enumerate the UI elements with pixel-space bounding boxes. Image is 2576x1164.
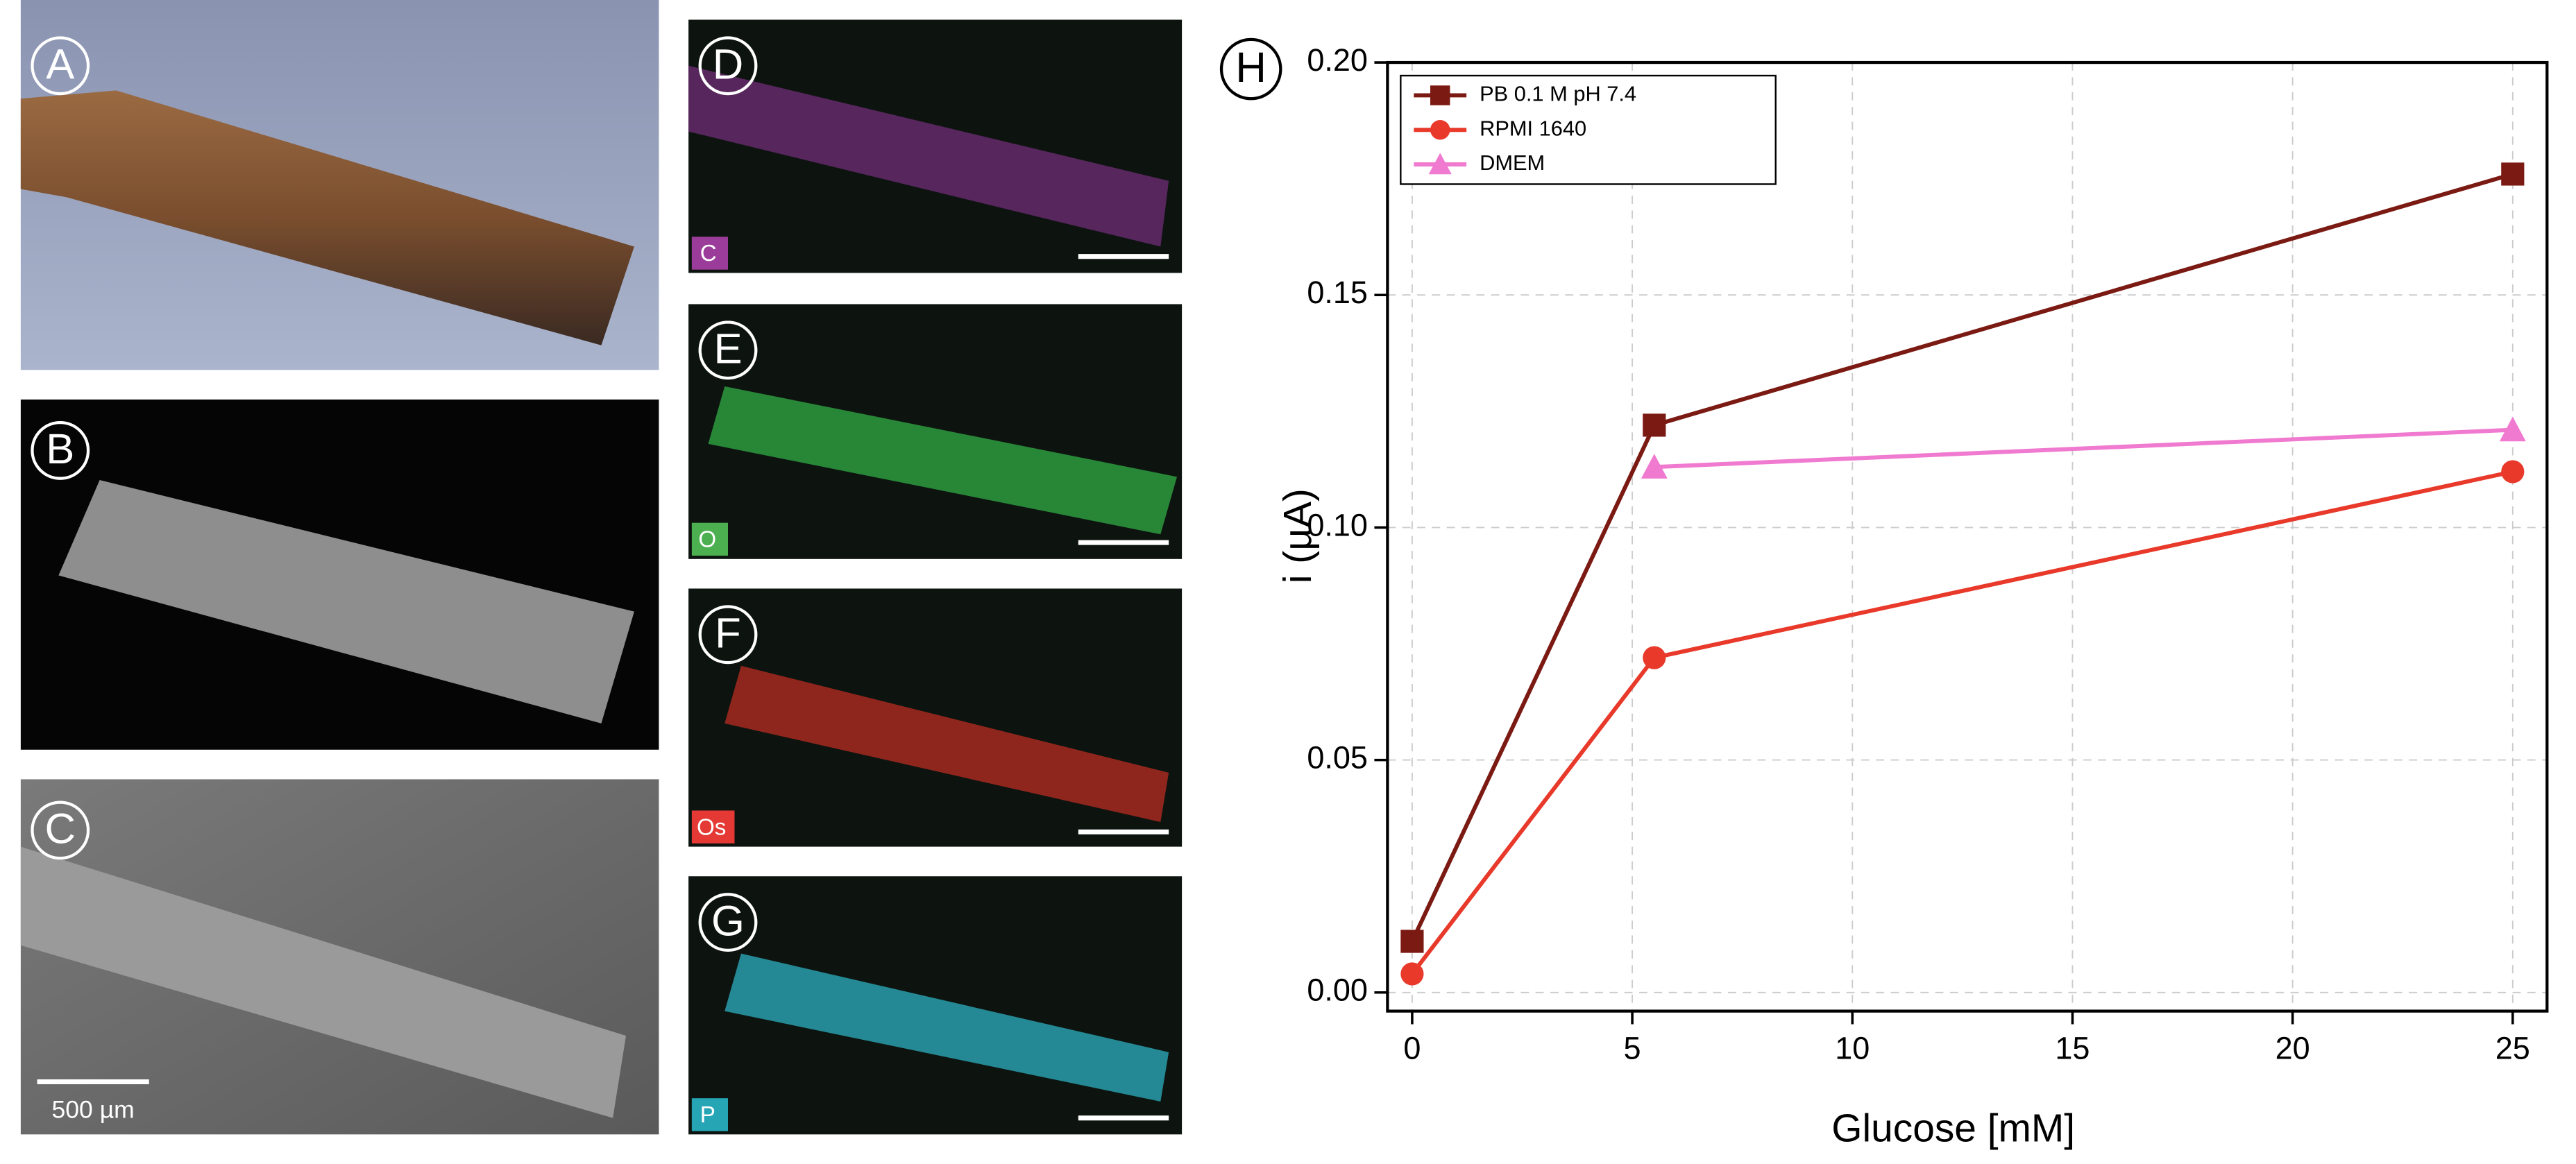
panel-circle — [31, 801, 90, 860]
y-tick-label: 0.05 — [1307, 739, 1368, 775]
panel-circle — [698, 320, 758, 380]
electrode-rod — [58, 480, 634, 724]
element-box — [691, 522, 728, 556]
marker — [2499, 416, 2526, 442]
element-label: C — [700, 241, 717, 266]
x-tick-label: 25 — [2496, 1030, 2530, 1065]
y-tick-label: 0.00 — [1307, 973, 1368, 1008]
panel-circle — [698, 605, 758, 665]
series-line — [1410, 470, 2514, 975]
element-label: O — [698, 527, 716, 553]
scale-bar-label: 500 µm — [52, 1096, 135, 1124]
marker — [1641, 454, 1668, 479]
marker — [1400, 930, 1424, 953]
element-map — [688, 65, 1169, 247]
panel-circle — [31, 36, 90, 96]
marker — [2501, 162, 2525, 186]
y-axis-title: i (µA) — [1276, 488, 1320, 583]
panel-circle — [698, 36, 758, 96]
element-map — [724, 665, 1169, 823]
x-tick-label: 10 — [1835, 1030, 1870, 1065]
panel-circle — [31, 420, 90, 480]
legend-label: PB 0.1 M pH 7.4 — [1480, 82, 1636, 106]
panel-label: H — [1235, 44, 1266, 92]
y-tick-label: 0.15 — [1307, 275, 1368, 310]
marker — [1643, 413, 1666, 437]
x-tick-label: 15 — [2055, 1030, 2090, 1065]
element-map — [724, 953, 1169, 1102]
legend-label: DMEM — [1480, 151, 1545, 175]
panel-circle — [1219, 37, 1282, 101]
panel-label: E — [713, 325, 742, 373]
plot-frame — [1386, 60, 2549, 1013]
panel-label: D — [713, 40, 744, 88]
panel-circle — [698, 893, 758, 952]
marker — [1430, 85, 1450, 105]
panel-label: B — [46, 425, 74, 473]
legend-label: RPMI 1640 — [1480, 116, 1586, 140]
marker — [2501, 460, 2525, 483]
x-tick-label: 0 — [1403, 1030, 1421, 1065]
x-axis-title: Glucose [mM] — [1831, 1107, 2075, 1151]
y-tick-label: 0.20 — [1307, 42, 1368, 78]
marker — [1430, 120, 1450, 140]
panel-label: C — [45, 805, 76, 853]
electrode-rod — [20, 90, 634, 345]
element-box — [691, 237, 728, 270]
element-map — [708, 386, 1178, 535]
panel-label: F — [715, 609, 741, 657]
series-line — [1654, 427, 2513, 470]
series-line — [1410, 172, 2514, 943]
element-box — [691, 1098, 728, 1131]
y-tick-label: 0.10 — [1307, 507, 1368, 542]
element-box — [691, 810, 735, 844]
electrode-rod — [20, 846, 627, 1118]
x-tick-label: 20 — [2276, 1030, 2310, 1065]
x-tick-label: 5 — [1624, 1030, 1641, 1065]
marker — [1400, 962, 1424, 986]
panel-label: A — [46, 40, 74, 88]
element-label: P — [700, 1102, 715, 1128]
marker — [1643, 646, 1666, 669]
marker — [1428, 153, 1452, 175]
plot: 0 5 10 15 20 25 0.00 0.05 0.10 0.15 0.20 PB 0.1 M p… — [1307, 42, 2549, 1065]
panel-label: G — [711, 897, 745, 945]
element-label: Os — [697, 814, 726, 840]
